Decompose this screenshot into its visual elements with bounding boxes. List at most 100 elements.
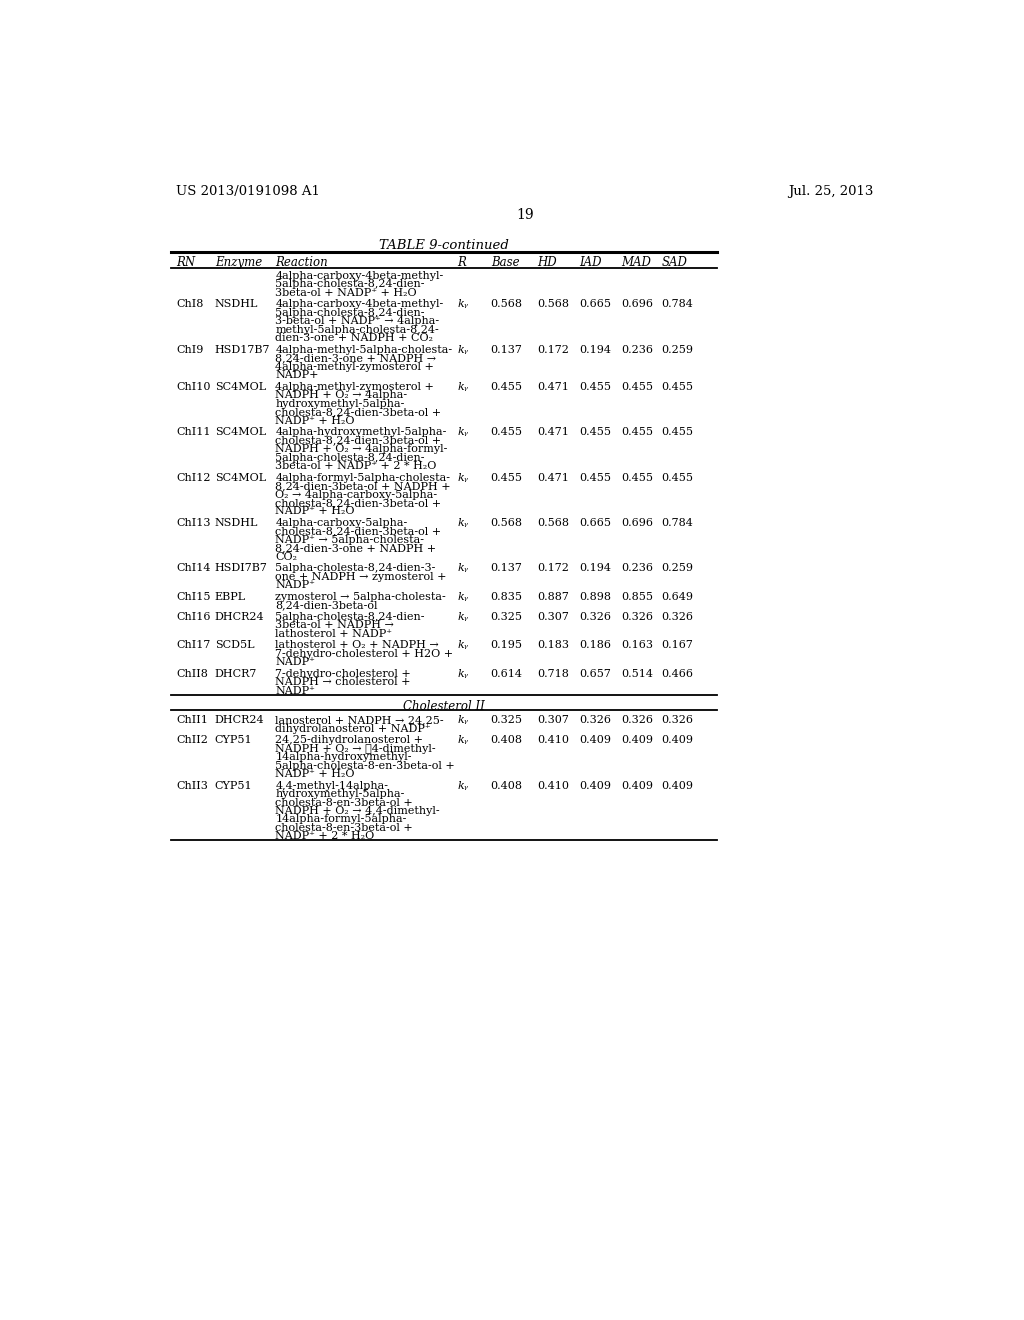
- Text: Enzyme: Enzyme: [215, 256, 262, 269]
- Text: 7-dehydro-cholesterol +: 7-dehydro-cholesterol +: [275, 669, 411, 678]
- Text: 4alpha-hydroxymethyl-5alpha-: 4alpha-hydroxymethyl-5alpha-: [275, 428, 446, 437]
- Text: NSDHL: NSDHL: [215, 300, 258, 309]
- Text: 0.195: 0.195: [490, 640, 522, 651]
- Text: ChI13: ChI13: [176, 517, 211, 528]
- Text: SC4MOL: SC4MOL: [215, 381, 266, 392]
- Text: 0.259: 0.259: [662, 345, 693, 355]
- Text: DHCR24: DHCR24: [215, 715, 264, 725]
- Text: kᵧ: kᵧ: [458, 612, 468, 622]
- Text: ChII1: ChII1: [176, 715, 208, 725]
- Text: 14alpha-formyl-5alpha-: 14alpha-formyl-5alpha-: [275, 814, 407, 825]
- Text: 0.665: 0.665: [579, 300, 611, 309]
- Text: cholesta-8-en-3beta-ol +: cholesta-8-en-3beta-ol +: [275, 822, 413, 833]
- Text: 0.409: 0.409: [662, 735, 693, 744]
- Text: R: R: [458, 256, 466, 269]
- Text: one + NADPH → zymosterol +: one + NADPH → zymosterol +: [275, 572, 446, 582]
- Text: NADP⁺: NADP⁺: [275, 686, 315, 696]
- Text: US 2013/0191098 A1: US 2013/0191098 A1: [176, 185, 319, 198]
- Text: 0.614: 0.614: [490, 669, 522, 678]
- Text: 0.183: 0.183: [538, 640, 569, 651]
- Text: HSDI7B7: HSDI7B7: [215, 564, 267, 573]
- Text: kᵧ: kᵧ: [458, 780, 468, 791]
- Text: HD: HD: [538, 256, 557, 269]
- Text: NADP⁺ + H₂O: NADP⁺ + H₂O: [275, 416, 354, 425]
- Text: 4alpha-formyl-5alpha-cholesta-: 4alpha-formyl-5alpha-cholesta-: [275, 473, 451, 483]
- Text: NADPH + O₂ → 4alpha-formyl-: NADPH + O₂ → 4alpha-formyl-: [275, 444, 447, 454]
- Text: 0.455: 0.455: [662, 473, 693, 483]
- Text: ChI10: ChI10: [176, 381, 211, 392]
- Text: 0.194: 0.194: [579, 564, 611, 573]
- Text: 5alpha-cholesta-8,24-dien-: 5alpha-cholesta-8,24-dien-: [275, 612, 425, 622]
- Text: NADP⁺ + H₂O: NADP⁺ + H₂O: [275, 770, 354, 779]
- Text: 0.455: 0.455: [662, 428, 693, 437]
- Text: 5alpha-cholesta-8,24-dien-: 5alpha-cholesta-8,24-dien-: [275, 453, 425, 462]
- Text: 0.137: 0.137: [490, 564, 522, 573]
- Text: 0.326: 0.326: [579, 612, 611, 622]
- Text: kᵧ: kᵧ: [458, 669, 468, 678]
- Text: dihydrolanosterol + NADP⁺: dihydrolanosterol + NADP⁺: [275, 723, 431, 734]
- Text: 0.307: 0.307: [538, 612, 569, 622]
- Text: ChII3: ChII3: [176, 780, 208, 791]
- Text: kᵧ: kᵧ: [458, 591, 468, 602]
- Text: lathosterol + O₂ + NADPH →: lathosterol + O₂ + NADPH →: [275, 640, 439, 651]
- Text: 0.326: 0.326: [621, 612, 653, 622]
- Text: 4alpha-methyl-5alpha-cholesta-: 4alpha-methyl-5alpha-cholesta-: [275, 345, 453, 355]
- Text: 5alpha-cholesta-8-en-3beta-ol +: 5alpha-cholesta-8-en-3beta-ol +: [275, 760, 455, 771]
- Text: SAD: SAD: [662, 256, 687, 269]
- Text: 0.455: 0.455: [662, 381, 693, 392]
- Text: 0.455: 0.455: [490, 473, 522, 483]
- Text: lanosterol + NADPH → 24,25-: lanosterol + NADPH → 24,25-: [275, 715, 443, 725]
- Text: 0.236: 0.236: [621, 564, 653, 573]
- Text: 0.466: 0.466: [662, 669, 693, 678]
- Text: kᵧ: kᵧ: [458, 564, 468, 573]
- Text: ChI16: ChI16: [176, 612, 211, 622]
- Text: cholesta-8,24-dien-3beta-ol +: cholesta-8,24-dien-3beta-ol +: [275, 407, 441, 417]
- Text: 0.835: 0.835: [490, 591, 522, 602]
- Text: NADPH + O₂ → 4alpha-: NADPH + O₂ → 4alpha-: [275, 391, 408, 400]
- Text: 3beta-ol + NADPH →: 3beta-ol + NADPH →: [275, 620, 394, 631]
- Text: 0.696: 0.696: [621, 300, 653, 309]
- Text: kᵧ: kᵧ: [458, 300, 468, 309]
- Text: kᵧ: kᵧ: [458, 735, 468, 744]
- Text: kᵧ: kᵧ: [458, 517, 468, 528]
- Text: 0.326: 0.326: [579, 715, 611, 725]
- Text: 0.172: 0.172: [538, 564, 569, 573]
- Text: 14alpha-hydroxymethyl-: 14alpha-hydroxymethyl-: [275, 752, 412, 762]
- Text: 0.568: 0.568: [538, 300, 569, 309]
- Text: 0.409: 0.409: [579, 780, 611, 791]
- Text: 4alpha-methyl-zymosterol +: 4alpha-methyl-zymosterol +: [275, 362, 434, 372]
- Text: NADPH → cholesterol +: NADPH → cholesterol +: [275, 677, 411, 688]
- Text: 0.455: 0.455: [579, 428, 611, 437]
- Text: 0.326: 0.326: [662, 715, 693, 725]
- Text: cholesta-8-en-3beta-ol +: cholesta-8-en-3beta-ol +: [275, 797, 413, 808]
- Text: NADP+: NADP+: [275, 370, 318, 380]
- Text: Jul. 25, 2013: Jul. 25, 2013: [788, 185, 873, 198]
- Text: 4alpha-carboxy-4beta-methyl-: 4alpha-carboxy-4beta-methyl-: [275, 300, 443, 309]
- Text: 0.898: 0.898: [579, 591, 611, 602]
- Text: 0.326: 0.326: [621, 715, 653, 725]
- Text: 0.307: 0.307: [538, 715, 569, 725]
- Text: 0.455: 0.455: [490, 428, 522, 437]
- Text: 0.455: 0.455: [621, 381, 653, 392]
- Text: 3-beta-ol + NADP⁺ → 4alpha-: 3-beta-ol + NADP⁺ → 4alpha-: [275, 317, 439, 326]
- Text: 8,24-dien-3beta-ol: 8,24-dien-3beta-ol: [275, 601, 378, 610]
- Text: NADPH + O₂ → 4,4-dimethyl-: NADPH + O₂ → 4,4-dimethyl-: [275, 807, 440, 816]
- Text: 0.137: 0.137: [490, 345, 522, 355]
- Text: ChI11: ChI11: [176, 428, 211, 437]
- Text: 0.665: 0.665: [579, 517, 611, 528]
- Text: ChI9: ChI9: [176, 345, 204, 355]
- Text: DHCR7: DHCR7: [215, 669, 257, 678]
- Text: ChI15: ChI15: [176, 591, 211, 602]
- Text: 0.410: 0.410: [538, 735, 569, 744]
- Text: 0.696: 0.696: [621, 517, 653, 528]
- Text: NADP⁺: NADP⁺: [275, 657, 315, 668]
- Text: DHCR24: DHCR24: [215, 612, 264, 622]
- Text: 8,24-dien-3-one + NADPH +: 8,24-dien-3-one + NADPH +: [275, 544, 436, 553]
- Text: kᵧ: kᵧ: [458, 345, 468, 355]
- Text: cholesta-8,24-dien-3beta-ol +: cholesta-8,24-dien-3beta-ol +: [275, 527, 441, 536]
- Text: CYP51: CYP51: [215, 780, 253, 791]
- Text: 0.887: 0.887: [538, 591, 569, 602]
- Text: 8,24-dien-3-one + NADPH →: 8,24-dien-3-one + NADPH →: [275, 354, 436, 363]
- Text: 0.408: 0.408: [490, 780, 522, 791]
- Text: ChI17: ChI17: [176, 640, 210, 651]
